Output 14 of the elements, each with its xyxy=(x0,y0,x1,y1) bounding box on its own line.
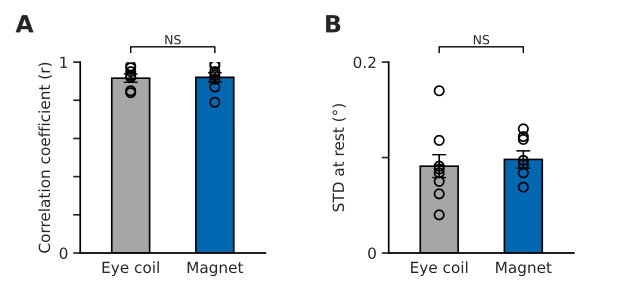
y-tick-label: 0 xyxy=(368,247,376,260)
chart-title: A xyxy=(16,15,34,32)
x-tick-label: Eye coil xyxy=(411,261,468,276)
x-tick-label: Magnet xyxy=(496,262,552,276)
y-axis-title: Correlation coefficient (r) xyxy=(38,62,52,253)
x-tick-label: Eye coil xyxy=(102,261,159,276)
text: NS xyxy=(474,34,490,44)
y-tick-label: 1 xyxy=(60,56,67,68)
text: NS xyxy=(165,34,181,44)
y-tick-label: 0 xyxy=(60,247,68,260)
y-axis-title: STD at rest (°) xyxy=(332,104,346,212)
chart-title: B xyxy=(326,15,340,32)
y-tick-label: 0.2 xyxy=(354,56,376,68)
x-tick-label: Magnet xyxy=(188,262,244,276)
